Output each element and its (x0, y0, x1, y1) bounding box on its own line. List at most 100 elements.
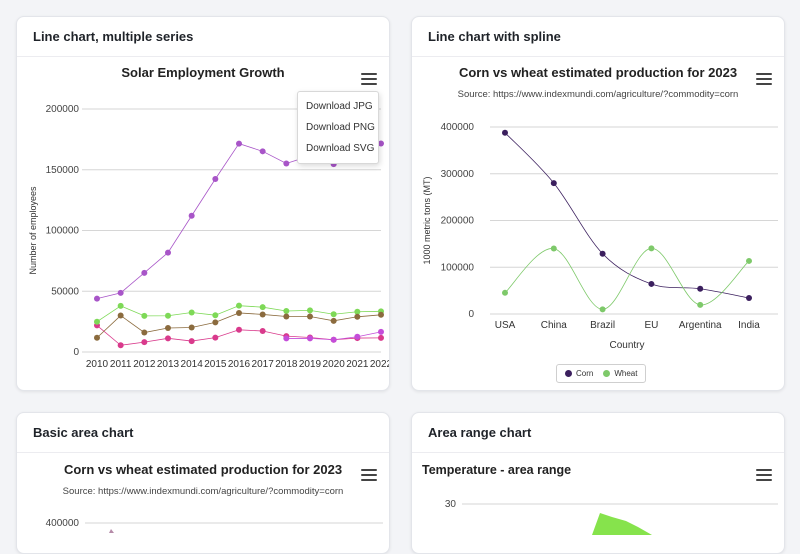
data-point (502, 129, 508, 136)
basic-area-chart: Corn vs wheat estimated production for 2… (46, 462, 383, 533)
data-point (599, 306, 606, 313)
data-point (212, 319, 219, 326)
card-basic-area: Basic area chart Corn vs wheat estimated… (16, 412, 390, 554)
legend-item-corn[interactable]: Corn (565, 369, 593, 378)
data-point (165, 312, 171, 319)
chart-title: Temperature - area range (422, 463, 571, 477)
x-tick-label: 2016 (228, 359, 251, 370)
area-range-chart: Temperature - area range 30 (422, 463, 778, 535)
data-point (378, 328, 384, 335)
data-point (307, 335, 313, 342)
data-point (502, 289, 508, 296)
data-point (188, 338, 195, 345)
data-point (354, 333, 361, 340)
download-png-item[interactable]: Download PNG (306, 122, 375, 133)
wheat-marker-icon (603, 370, 611, 377)
data-point (141, 329, 148, 336)
y-tick-label: 300000 (441, 169, 475, 180)
data-point (648, 245, 655, 252)
card-line-multiple-series: Line chart, multiple series Solar Employ… (16, 16, 390, 391)
download-svg-item[interactable]: Download SVG (306, 143, 375, 154)
data-point (188, 309, 195, 316)
series-line (504, 247, 750, 310)
legend-label: Corn (576, 369, 594, 378)
data-point (697, 285, 704, 292)
card-title: Basic area chart (17, 413, 389, 453)
card-title: Line chart with spline (412, 17, 784, 57)
y-axis-label: Number of employees (28, 186, 38, 275)
corn-marker-icon (565, 370, 572, 377)
data-point (188, 324, 195, 331)
data-point (259, 311, 266, 318)
series-line (504, 132, 750, 299)
data-point (550, 180, 557, 187)
export-dropdown-menu: Download JPG Download PNG Download SVG (297, 91, 379, 164)
hamburger-menu-icon[interactable] (756, 73, 772, 87)
y-tick-label: 200000 (441, 216, 475, 227)
data-point (94, 318, 100, 325)
x-tick-label: 2011 (110, 359, 132, 370)
data-point (117, 289, 124, 296)
data-point (117, 312, 124, 319)
data-point (746, 257, 752, 264)
data-point (259, 304, 266, 311)
data-point (746, 294, 752, 301)
data-point (141, 269, 148, 276)
x-tick-label: 2022 (370, 359, 389, 370)
legend-item-wheat[interactable]: Wheat (603, 369, 637, 378)
hamburger-menu-icon[interactable] (361, 469, 377, 483)
hamburger-menu-icon[interactable] (756, 469, 772, 483)
series-line (96, 312, 382, 339)
y-tick-label: 100000 (46, 226, 80, 237)
x-tick-label: EU (644, 320, 658, 331)
card-line-spline: Line chart with spline Corn vs wheat est… (411, 16, 785, 391)
y-tick-label: 0 (468, 309, 474, 320)
data-point (236, 309, 242, 316)
data-point (117, 342, 124, 349)
data-point (354, 308, 361, 315)
x-tick-label: Brazil (590, 320, 615, 331)
x-tick-label: 2014 (181, 359, 204, 370)
x-tick-label: 2013 (157, 359, 180, 370)
x-tick-label: China (541, 320, 568, 331)
y-axis-label: 1000 metric tons (MT) (422, 176, 432, 264)
data-point (599, 250, 606, 257)
download-jpg-item[interactable]: Download JPG (306, 101, 373, 112)
data-point (94, 295, 100, 302)
data-point (378, 140, 384, 147)
y-tick-label: 100000 (441, 262, 475, 273)
x-tick-label: 2021 (346, 359, 369, 370)
data-point (330, 311, 337, 318)
data-point (378, 311, 384, 318)
chart-subtitle: Source: https://www.indexmundi.com/agric… (63, 486, 344, 497)
data-point (330, 317, 337, 324)
y-tick-label: 400000 (441, 122, 475, 133)
y-tick-label: 30 (445, 499, 457, 510)
solar-employment-chart: Solar Employment Growth 0 50000 100000 15000… (28, 65, 389, 370)
data-point (236, 302, 242, 309)
x-tick-label: 2019 (299, 359, 322, 370)
data-point (236, 140, 242, 147)
x-tick-label: Argentina (679, 320, 722, 331)
y-tick-label: 400000 (46, 518, 80, 529)
series-line (96, 143, 382, 300)
card-title: Line chart, multiple series (17, 17, 389, 57)
chart-title: Corn vs wheat estimated production for 2… (64, 462, 342, 477)
data-point (259, 148, 266, 155)
x-tick-label: 2017 (252, 359, 275, 370)
data-point (212, 176, 219, 183)
data-point (94, 334, 100, 341)
y-tick-label: 200000 (46, 104, 80, 115)
data-point (283, 160, 290, 167)
data-point (141, 312, 148, 319)
data-point (117, 302, 124, 309)
x-axis-label: Country (609, 340, 644, 351)
data-point (165, 335, 171, 342)
legend-label: Wheat (614, 369, 638, 378)
corn-wheat-spline-chart: Corn vs wheat estimated production for 2… (422, 65, 778, 351)
chart-title: Solar Employment Growth (121, 65, 284, 80)
data-point (354, 313, 361, 320)
data-point (141, 339, 148, 346)
x-tick-label: India (738, 320, 760, 331)
hamburger-menu-icon[interactable] (361, 73, 377, 87)
